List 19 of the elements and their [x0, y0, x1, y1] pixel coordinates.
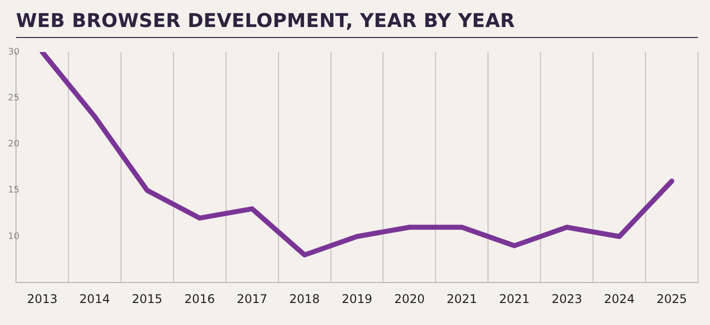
- x-tick-label: 2023: [552, 292, 582, 306]
- y-tick-label: 25: [8, 93, 20, 104]
- y-tick-label: 20: [8, 140, 20, 150]
- x-tick-label: 2020: [394, 292, 425, 306]
- x-tick-label: 2014: [79, 292, 110, 306]
- x-tick-label: 2015: [132, 292, 162, 306]
- y-tick-label: 15: [8, 186, 20, 196]
- x-tick-label: 2024: [604, 292, 635, 306]
- x-tick-label: 2021: [446, 292, 478, 306]
- x-tick-label: 2017: [236, 292, 268, 306]
- y-tick-label: 30: [8, 47, 20, 58]
- chart-title: WEB BROWSER DEVELOPMENT, YEAR BY YEAR: [16, 10, 698, 38]
- x-tick-label: 2025: [656, 292, 688, 306]
- x-tick-label: 2016: [184, 292, 215, 306]
- x-tick-label: 2019: [342, 292, 372, 306]
- y-tick-label: 10: [8, 232, 20, 242]
- x-tick-label: 2018: [289, 292, 320, 306]
- x-tick-label: 2021: [499, 292, 530, 306]
- x-tick-label: 2013: [26, 292, 58, 306]
